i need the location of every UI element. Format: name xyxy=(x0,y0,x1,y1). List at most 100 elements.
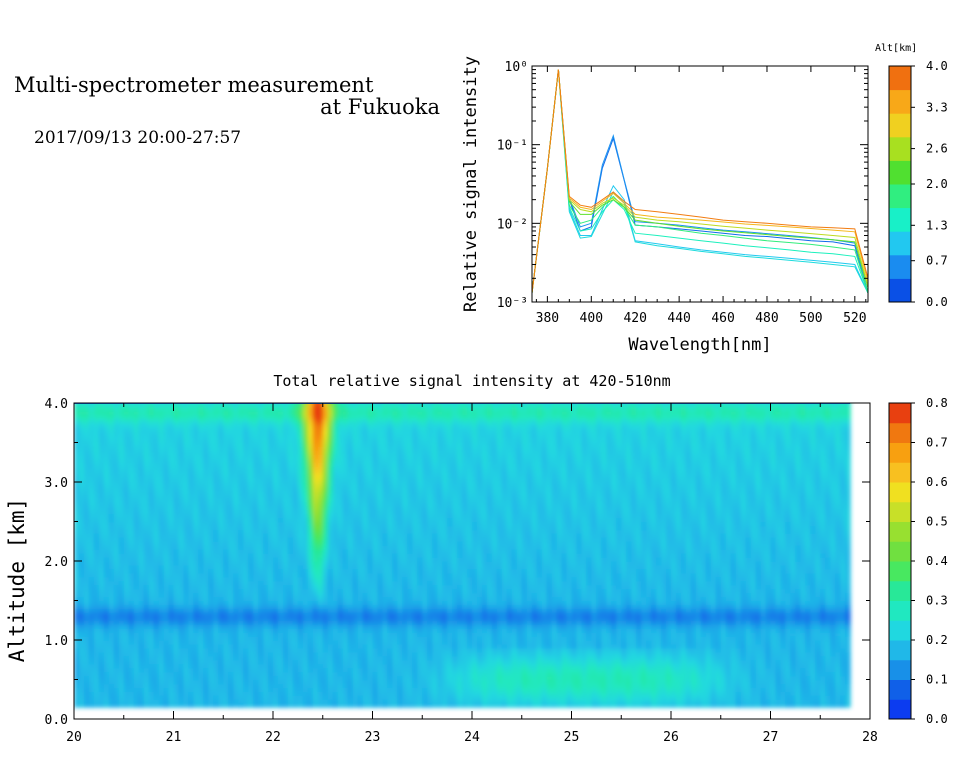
heatmap-cell xyxy=(258,557,264,562)
heatmap-cell xyxy=(143,588,150,594)
heatmap-cell xyxy=(163,525,170,531)
heatmap-cell xyxy=(273,470,279,475)
heatmap-cell xyxy=(198,651,204,657)
heatmap-cell xyxy=(278,564,284,570)
heatmap-cell xyxy=(297,486,304,491)
heatmap-cell xyxy=(188,462,194,467)
heatmap-cell xyxy=(133,679,140,685)
heatmap-cell xyxy=(93,576,100,582)
heatmap-cell xyxy=(273,414,279,420)
heatmap-cell xyxy=(188,592,194,598)
heatmap-cell xyxy=(332,568,339,574)
heatmap-cell xyxy=(278,655,284,661)
heatmap-cell xyxy=(183,430,190,436)
heatmap-cell xyxy=(287,482,294,487)
heatmap-cell xyxy=(327,418,334,424)
heatmap-cell xyxy=(327,695,334,700)
heatmap-cell xyxy=(342,410,349,416)
heatmap-cell xyxy=(74,486,80,491)
heatmap-cell xyxy=(362,414,369,420)
heatmap-cell xyxy=(228,470,234,475)
heatmap-cell xyxy=(248,663,254,669)
heatmap-cell xyxy=(268,434,274,440)
heatmap-cell xyxy=(297,557,304,562)
heatmap-cell xyxy=(193,592,199,598)
heatmap-cell xyxy=(312,537,319,542)
heatmap-cell xyxy=(372,513,379,519)
heatmap-cell xyxy=(173,572,180,578)
heatmap-cell xyxy=(372,632,379,637)
heatmap-cell xyxy=(297,568,304,574)
heatmap-cell xyxy=(248,592,254,598)
heatmap-cell xyxy=(377,410,384,416)
heatmap-cell xyxy=(183,454,190,459)
heatmap-cell xyxy=(173,505,180,511)
heatmap-cell xyxy=(208,608,214,613)
heatmap-cell xyxy=(203,568,209,574)
heatmap-cell xyxy=(93,533,100,538)
heatmap-cell xyxy=(357,525,364,531)
heatmap-cell xyxy=(233,557,239,562)
heatmap-cell xyxy=(128,537,135,542)
heatmap-cell xyxy=(143,643,150,649)
heatmap-cell xyxy=(233,434,239,440)
heatmap-cell xyxy=(372,643,379,649)
heatmap-cell xyxy=(322,624,329,629)
heatmap-cell xyxy=(357,596,364,602)
heatmap-cell xyxy=(332,517,339,523)
heatmap-cell xyxy=(203,675,209,681)
heatmap-cell xyxy=(248,521,254,527)
heatmap-cell xyxy=(357,497,364,503)
heatmap-cell xyxy=(163,486,170,491)
heatmap-cell xyxy=(218,616,224,621)
heatmap-cell xyxy=(108,505,115,511)
heatmap-cell xyxy=(98,592,105,598)
heatmap-cell xyxy=(148,410,155,416)
heatmap-cell xyxy=(312,561,319,566)
heatmap-cell xyxy=(79,679,85,685)
heatmap-cell xyxy=(248,620,254,625)
heatmap-cell xyxy=(84,553,90,558)
heatmap-cell xyxy=(357,482,364,487)
heatmap-cell xyxy=(352,592,359,598)
heatmap-cell xyxy=(123,612,130,617)
heatmap-cell xyxy=(228,446,234,451)
heatmap-cell xyxy=(74,624,80,629)
heatmap-cell xyxy=(362,643,369,649)
heatmap-cell xyxy=(143,671,150,677)
heatmap-cell xyxy=(337,580,344,586)
heatmap-cell xyxy=(153,651,160,657)
heatmap-cell xyxy=(188,600,194,605)
heatmap-cell xyxy=(233,458,239,463)
heatmap-cell xyxy=(84,568,90,574)
heatmap-cell xyxy=(292,537,299,542)
heatmap-cell xyxy=(233,541,239,546)
heatmap-cell xyxy=(218,533,224,538)
heatmap-cell xyxy=(292,659,299,665)
heatmap-cell xyxy=(263,545,269,550)
heatmap-cell xyxy=(347,667,354,673)
heatmap-cell xyxy=(377,703,384,708)
heatmap-cell xyxy=(143,505,150,511)
heatmap-cell xyxy=(312,410,319,416)
heatmap-cell xyxy=(133,430,140,436)
heatmap-cell xyxy=(287,612,294,617)
heatmap-cell xyxy=(243,458,249,463)
heatmap-cell xyxy=(347,596,354,602)
heatmap-cell xyxy=(188,521,194,527)
heatmap-cell xyxy=(133,592,140,598)
heatmap-cell xyxy=(377,683,384,688)
heatmap-cell xyxy=(98,410,105,416)
heatmap-cell xyxy=(88,466,95,471)
heatmap-cell xyxy=(327,537,334,542)
heatmap-cell xyxy=(223,643,229,649)
heatmap-cell xyxy=(108,497,115,503)
heatmap-cell xyxy=(128,561,135,566)
heatmap-cell xyxy=(158,422,165,428)
heatmap-cell xyxy=(113,588,120,594)
heatmap-cell xyxy=(332,450,339,455)
heatmap-cell xyxy=(233,600,239,605)
heatmap-cell xyxy=(93,517,100,523)
heatmap-cell xyxy=(248,604,254,609)
heatmap-cell xyxy=(382,679,389,685)
